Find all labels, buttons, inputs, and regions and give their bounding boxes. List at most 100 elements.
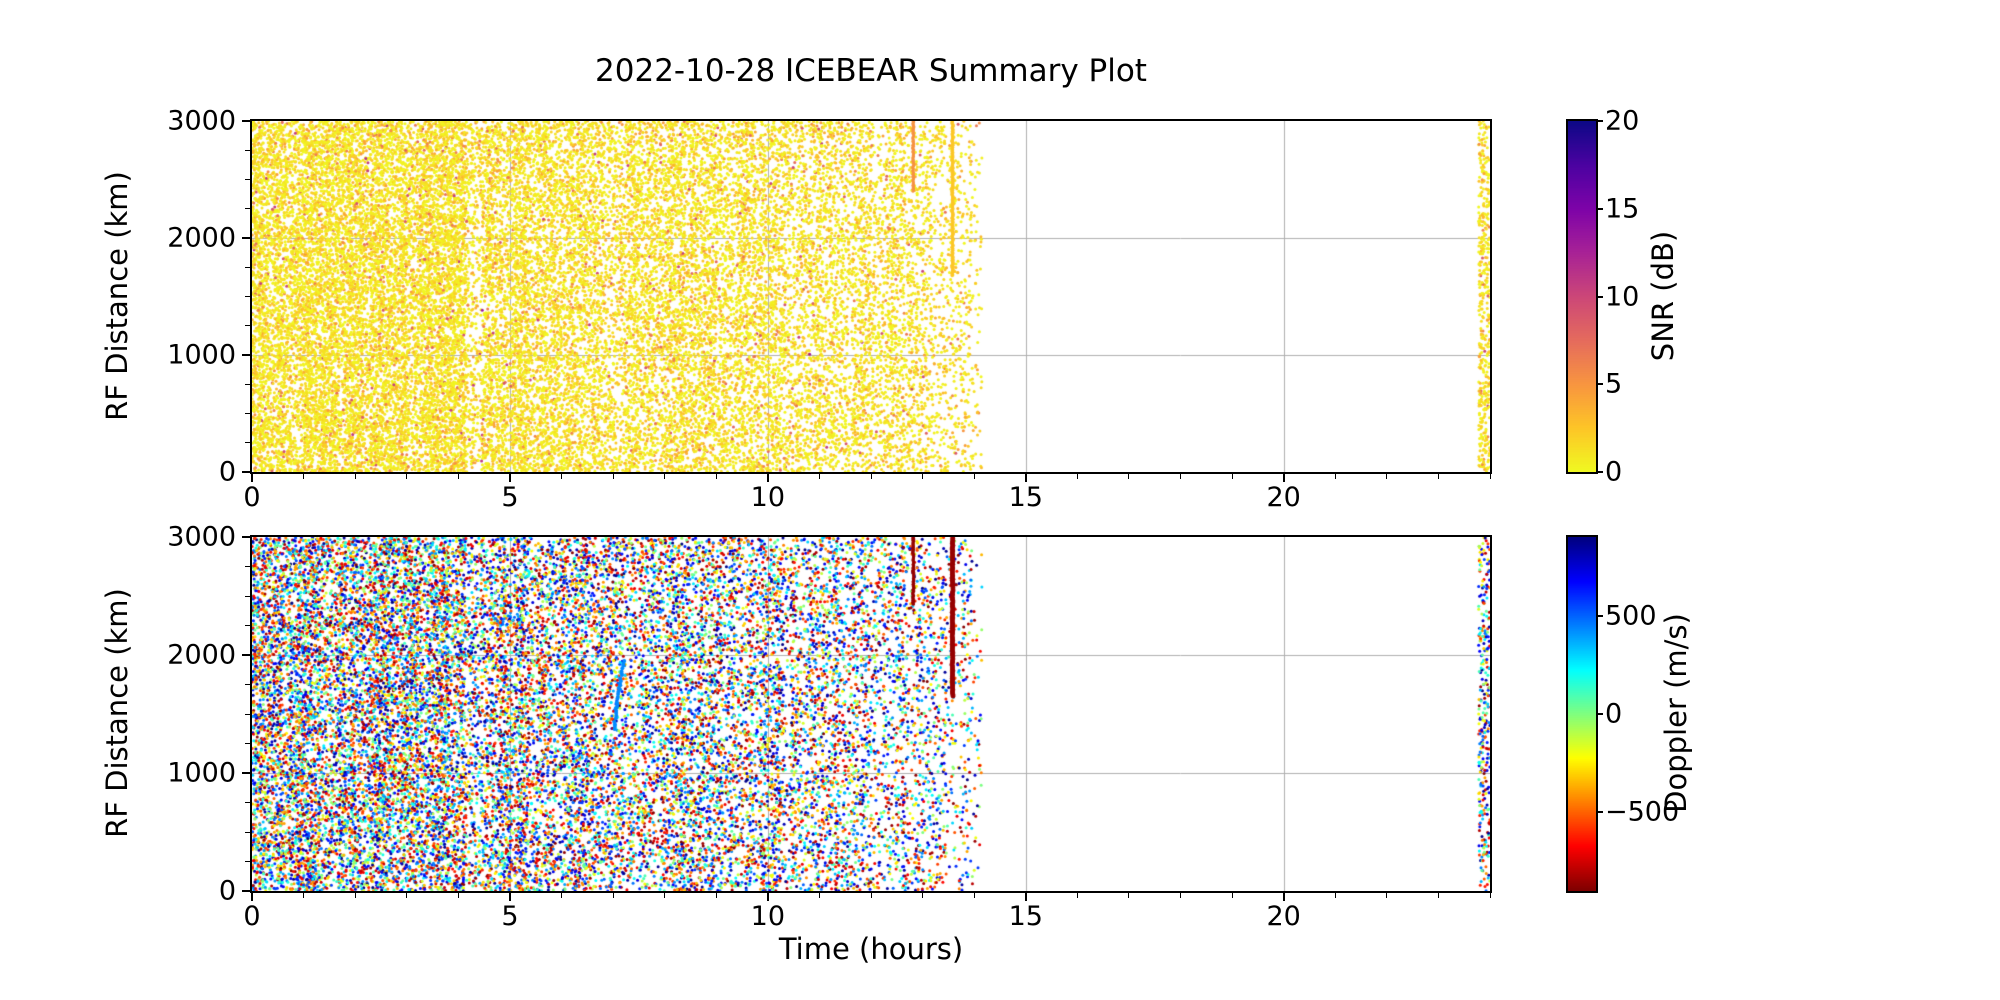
x-minor-tick	[664, 474, 666, 479]
doppler-scatter-canvas	[252, 537, 1490, 891]
colorbar-tick	[1596, 120, 1603, 122]
y-tick-label: 3000	[167, 105, 236, 137]
y-tick	[242, 654, 250, 656]
x-tick	[766, 474, 769, 482]
x-minor-tick	[664, 893, 666, 898]
x-minor-tick	[870, 474, 872, 479]
doppler-colorbar-gradient	[1568, 537, 1596, 891]
colorbar-tick	[1596, 207, 1603, 210]
y-tick-label: 0	[218, 456, 236, 488]
x-minor-tick	[1334, 893, 1336, 898]
x-minor-tick	[1334, 474, 1336, 479]
x-tick-label: 0	[243, 901, 261, 932]
y-tick	[242, 237, 250, 239]
doppler-scatter-panel	[250, 535, 1492, 893]
x-tick	[766, 893, 769, 901]
x-tick-label: 20	[1266, 901, 1301, 932]
y-tick	[242, 120, 250, 122]
y-minor-tick	[245, 802, 250, 803]
x-minor-tick	[973, 474, 975, 479]
x-minor-tick	[1128, 474, 1130, 479]
x-minor-tick	[561, 893, 562, 898]
x-tick	[508, 893, 511, 901]
x-minor-tick	[715, 474, 717, 479]
snr-colorbar-label: SNR (dB)	[1646, 230, 1680, 362]
colorbar-tick-label: 0	[1605, 698, 1623, 730]
y-tick	[242, 890, 250, 892]
snr-scatter-panel	[250, 119, 1492, 474]
y-minor-tick	[245, 296, 250, 297]
colorbar-tick-label: 0	[1605, 456, 1623, 488]
x-minor-tick	[457, 474, 459, 479]
x-minor-tick	[1489, 893, 1491, 898]
y-tick-label: 2000	[167, 639, 236, 671]
y-tick	[242, 772, 250, 774]
x-axis-label: Time (hours)	[778, 932, 964, 966]
x-minor-tick	[1231, 474, 1233, 479]
x-minor-tick	[561, 474, 562, 479]
x-minor-tick	[1076, 474, 1078, 479]
y-minor-tick	[245, 566, 250, 567]
y-axis-label-top-panel: RF Distance (km)	[100, 171, 134, 421]
x-tick	[1282, 893, 1285, 901]
y-tick-label: 0	[218, 875, 236, 907]
snr-colorbar	[1566, 119, 1598, 474]
snr-colorbar-gradient	[1568, 121, 1596, 472]
x-tick-label: 5	[501, 901, 519, 932]
colorbar-tick	[1596, 614, 1603, 617]
x-minor-tick	[1437, 893, 1439, 898]
x-minor-tick	[1386, 474, 1388, 479]
x-minor-tick	[870, 893, 872, 898]
y-minor-tick	[245, 208, 250, 210]
y-minor-tick	[245, 266, 250, 268]
x-tick	[1024, 893, 1027, 901]
x-tick-label: 15	[1008, 901, 1043, 932]
x-tick-label: 10	[750, 482, 786, 513]
colorbar-tick-label: 15	[1605, 193, 1640, 225]
y-minor-tick	[245, 413, 250, 414]
x-minor-tick	[922, 893, 924, 898]
y-tick-label: 1000	[167, 757, 236, 789]
y-minor-tick	[245, 861, 250, 862]
x-tick-label: 20	[1266, 482, 1301, 513]
colorbar-tick-label: 5	[1605, 368, 1623, 400]
x-minor-tick	[818, 893, 820, 898]
y-minor-tick	[245, 743, 250, 744]
colorbar-tick	[1596, 811, 1603, 814]
x-tick	[508, 474, 511, 482]
snr-scatter-canvas	[252, 121, 1490, 472]
x-minor-tick	[303, 893, 305, 898]
x-tick	[251, 474, 253, 482]
y-tick-label: 3000	[167, 521, 236, 553]
colorbar-tick-label: 500	[1605, 600, 1657, 632]
colorbar-tick	[1596, 471, 1603, 473]
x-minor-tick	[303, 474, 305, 479]
x-tick	[1282, 474, 1285, 482]
x-minor-tick	[1386, 893, 1388, 898]
x-minor-tick	[922, 474, 924, 479]
doppler-colorbar-label: Doppler (m/s)	[1659, 613, 1693, 813]
x-minor-tick	[406, 893, 408, 898]
y-minor-tick	[245, 625, 250, 626]
x-minor-tick	[354, 474, 356, 479]
x-minor-tick	[1489, 474, 1491, 479]
figure-title: 2022-10-28 ICEBEAR Summary Plot	[595, 53, 1147, 89]
colorbar-tick	[1596, 295, 1603, 298]
x-tick-label: 15	[1008, 482, 1043, 513]
colorbar-tick-label: 20	[1605, 105, 1640, 137]
x-tick-label: 10	[750, 901, 786, 932]
y-axis-label-bottom-panel: RF Distance (km)	[100, 588, 134, 838]
y-minor-tick	[245, 179, 250, 180]
y-minor-tick	[245, 149, 250, 151]
x-minor-tick	[1128, 893, 1130, 898]
y-tick	[242, 354, 250, 356]
x-minor-tick	[612, 474, 614, 479]
x-minor-tick	[1180, 474, 1181, 479]
x-minor-tick	[457, 893, 459, 898]
y-minor-tick	[245, 383, 250, 385]
x-minor-tick	[1076, 893, 1078, 898]
y-tick-label: 1000	[167, 339, 236, 371]
x-tick-label: 5	[501, 482, 519, 513]
y-minor-tick	[245, 684, 250, 685]
